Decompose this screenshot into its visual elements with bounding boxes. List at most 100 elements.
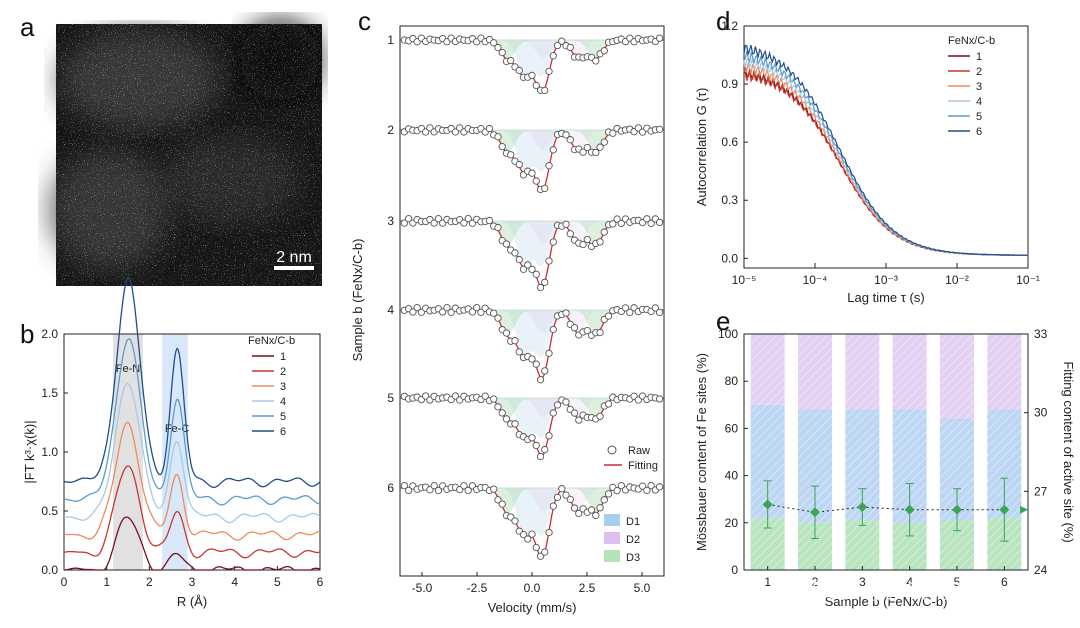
raw-point xyxy=(494,403,502,411)
raw-point xyxy=(502,329,511,337)
raw-point xyxy=(481,392,489,400)
raw-point xyxy=(655,218,664,227)
panel-a-stem-image: a 2 nm xyxy=(20,12,322,286)
raw-point xyxy=(651,304,659,312)
legend-label-3: 3 xyxy=(976,81,982,93)
raw-point xyxy=(579,148,587,156)
legend-fitting-label: Fitting xyxy=(628,460,658,472)
x-axis-label: Sample b (FeNx/C-b) xyxy=(825,594,948,609)
raw-point xyxy=(604,400,613,408)
panel-d-autocorrelation-chart: d 10⁻⁵ 10⁻⁴ 10⁻³ 10⁻² 10⁻¹ 0.0 0.3 0.6 0.9 1.2 Lag… xyxy=(694,6,1040,305)
y-tick-label: 0.9 xyxy=(721,77,738,91)
bar-hatch-D2-sample-6 xyxy=(987,334,1022,410)
raw-point xyxy=(604,490,613,498)
raw-point xyxy=(617,219,625,228)
raw-point xyxy=(553,41,562,50)
raw-point xyxy=(515,255,523,264)
x-tick-label: 4 xyxy=(231,575,238,589)
bar-hatch-D2-sample-2 xyxy=(798,334,832,410)
x-tick-label: -5.0 xyxy=(412,581,433,595)
y-tick-label: 1.5 xyxy=(41,386,58,400)
raw-point xyxy=(634,124,642,132)
y-right-tick-label: 24 xyxy=(1034,563,1048,577)
raw-point xyxy=(532,543,540,552)
raw-point xyxy=(643,486,651,495)
sample-number-label: 1 xyxy=(387,33,394,47)
raw-point xyxy=(592,511,600,520)
x-tick-label: 6 xyxy=(317,575,324,589)
raw-point xyxy=(515,66,523,75)
series-line-6 xyxy=(63,277,321,488)
raw-point xyxy=(494,43,502,52)
legend-label-4: 4 xyxy=(280,396,286,408)
raw-point xyxy=(511,517,519,525)
x-axis-label: Velocity (mm/s) xyxy=(488,600,577,615)
raw-point xyxy=(558,37,566,45)
raw-point xyxy=(502,240,511,248)
x-tick-label: 1 xyxy=(764,575,771,589)
legend-title: FeNx/C-b xyxy=(948,35,995,47)
raw-point xyxy=(460,482,468,490)
y-axis-label: |FT k³·χ(k)| xyxy=(22,420,37,483)
raw-point xyxy=(405,486,413,495)
raw-point xyxy=(566,43,574,52)
y-tick-label: 20 xyxy=(725,516,739,530)
active-site-point xyxy=(857,502,868,513)
x-tick-label: 4 xyxy=(906,575,913,589)
y-tick-label: 40 xyxy=(725,469,739,483)
raw-point xyxy=(549,409,557,417)
legend-title: FeNx/C-b xyxy=(248,335,295,347)
raw-point xyxy=(570,504,579,512)
raw-point xyxy=(617,481,625,490)
raw-point xyxy=(468,308,477,316)
raw-point xyxy=(400,219,409,227)
raw-point xyxy=(498,500,506,508)
raw-point xyxy=(562,491,570,499)
legend-label-1: 1 xyxy=(976,51,982,63)
x-tick-label: 10⁻¹ xyxy=(1016,273,1040,287)
raw-point xyxy=(511,420,519,428)
raw-point xyxy=(507,56,515,65)
y-axis-label: Autocorrelation G (τ) xyxy=(694,88,709,207)
raw-point xyxy=(490,395,498,403)
x-tick-label: 2 xyxy=(812,575,819,589)
raw-point xyxy=(643,215,651,223)
raw-point xyxy=(562,220,570,228)
raw-point xyxy=(536,552,545,560)
raw-point xyxy=(596,504,604,512)
y-tick-label: 0.0 xyxy=(41,563,58,577)
raw-point xyxy=(609,220,617,228)
raw-point xyxy=(545,528,553,537)
raw-point xyxy=(536,376,545,384)
raw-point xyxy=(490,39,498,47)
raw-point xyxy=(575,416,583,424)
raw-point xyxy=(532,270,540,278)
raw-point xyxy=(558,485,566,493)
raw-point xyxy=(549,502,557,510)
raw-point xyxy=(498,143,506,151)
raw-point xyxy=(494,496,502,504)
y-axis-label: Sample b (FeNx/C-b) xyxy=(350,239,365,362)
stem-image-texture xyxy=(50,20,322,286)
raw-point xyxy=(528,355,536,363)
legend-raw-label: Raw xyxy=(628,445,650,457)
raw-point xyxy=(566,136,574,144)
raw-point xyxy=(434,215,443,223)
active-site-point xyxy=(952,504,962,515)
x-tick-label: 5 xyxy=(954,575,961,589)
raw-point xyxy=(494,223,502,232)
raw-point xyxy=(490,309,498,317)
series-line-5 xyxy=(63,338,321,506)
raw-point xyxy=(541,86,549,95)
raw-point xyxy=(498,48,506,57)
y-axis-label: Mössbauer content of Fe sites (%) xyxy=(694,353,709,551)
raw-point xyxy=(553,493,562,501)
raw-point xyxy=(485,124,494,133)
raw-point xyxy=(498,409,506,417)
y-tick-label: 80 xyxy=(725,374,739,388)
raw-point xyxy=(655,125,664,133)
raw-point xyxy=(400,481,409,490)
raw-point xyxy=(655,34,664,42)
bar-hatch-D3-sample-3 xyxy=(845,520,880,570)
y-tick-label: 0.0 xyxy=(721,251,738,265)
